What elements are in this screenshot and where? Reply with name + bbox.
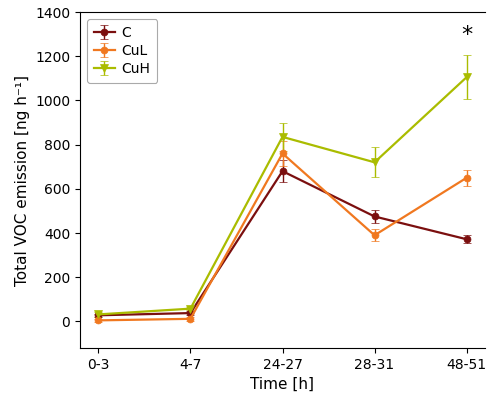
Y-axis label: Total VOC emission [ng h⁻¹]: Total VOC emission [ng h⁻¹] (14, 74, 30, 286)
X-axis label: Time [h]: Time [h] (250, 377, 314, 392)
Text: *: * (461, 25, 472, 45)
Legend: C, CuL, CuH: C, CuL, CuH (87, 19, 158, 83)
